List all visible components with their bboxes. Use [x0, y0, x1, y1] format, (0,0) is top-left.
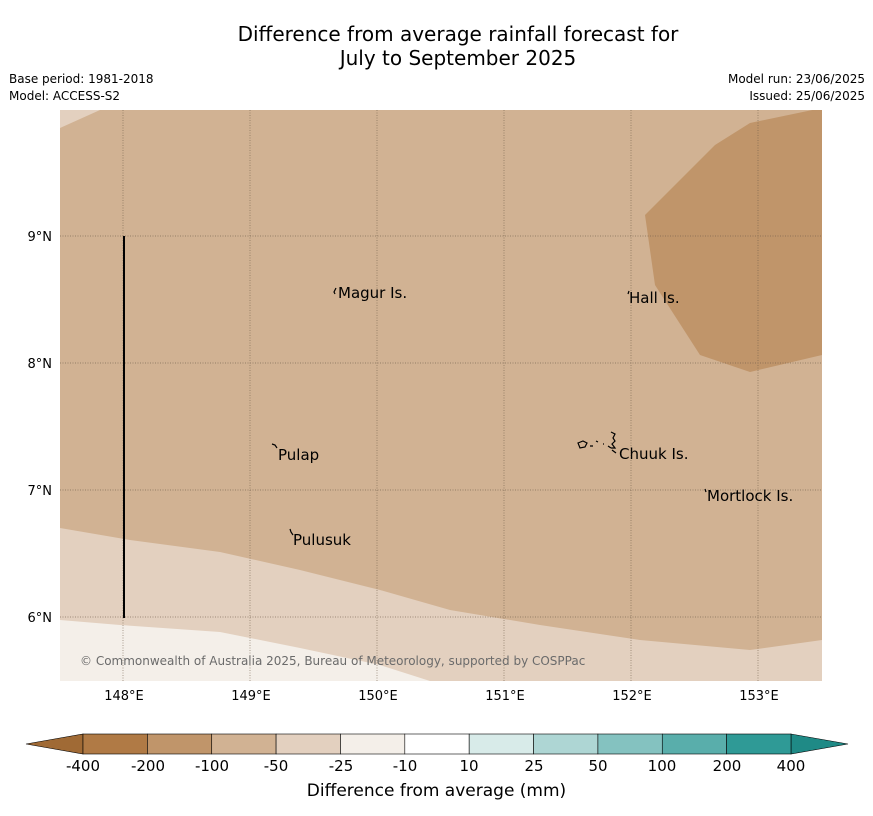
colorbar-segment — [82, 733, 148, 755]
issued-date: Issued: 25/06/2025 — [749, 89, 865, 103]
copyright-notice: © Commonwealth of Australia 2025, Bureau… — [80, 654, 585, 668]
lat-axis-labels: 9°N 8°N 7°N 6°N — [28, 230, 53, 626]
label-hall: Hall Is. — [629, 289, 680, 307]
model-name: Model: ACCESS-S2 — [9, 89, 121, 103]
pulap-island-shape — [271, 443, 278, 449]
base-period: Base period: 1981-2018 — [9, 72, 154, 86]
colorbar-label: Difference from average (mm) — [306, 781, 567, 801]
lon-tick: 152°E — [612, 689, 652, 704]
title-line-2: July to September 2025 — [339, 46, 577, 70]
pulusuk-island-shape — [289, 528, 294, 536]
colorbar-segment — [597, 733, 663, 755]
lon-tick: 148°E — [104, 689, 144, 704]
meta-left: Base period: 1981-2018 Model: ACCESS-S2 — [9, 71, 154, 105]
lon-tick: 150°E — [358, 689, 398, 704]
colorbar-segment — [533, 733, 599, 755]
label-magur: Magur Is. — [338, 284, 407, 302]
lon-tick: 151°E — [485, 689, 525, 704]
colorbar-tick: 100 — [648, 757, 677, 775]
colorbar-segment — [468, 733, 534, 755]
colorbar-tick: 200 — [713, 757, 742, 775]
lat-tick: 6°N — [28, 611, 53, 626]
colorbar-tick: -50 — [264, 757, 289, 775]
colorbar-tick: -25 — [329, 757, 354, 775]
band-minus-25 — [60, 620, 430, 681]
label-chuuk: Chuuk Is. — [619, 445, 688, 463]
lat-tick: 9°N — [28, 230, 53, 245]
colorbar: -400 -200 -100 -50 -25 -10 10 25 50 100 … — [25, 733, 849, 775]
lon-axis-labels: 148°E 149°E 150°E 151°E 152°E 153°E — [104, 689, 779, 704]
lat-tick: 7°N — [28, 484, 53, 499]
label-mortlock: Mortlock Is. — [707, 487, 793, 505]
colorbar-tick: 25 — [524, 757, 543, 775]
lon-tick: 153°E — [739, 689, 779, 704]
island-shapes — [271, 287, 707, 536]
colorbar-tick: -10 — [393, 757, 418, 775]
colorbar-segment — [340, 733, 406, 755]
colorbar-segments — [82, 733, 792, 755]
colorbar-tick: 10 — [459, 757, 478, 775]
label-pulap: Pulap — [278, 446, 319, 464]
colorbar-segment — [275, 733, 341, 755]
colorbar-tick: 50 — [588, 757, 607, 775]
place-labels: Magur Is. Hall Is. Pulap Chuuk Is. Mortl… — [278, 284, 793, 549]
colorbar-segment — [726, 733, 792, 755]
rainfall-bands — [60, 110, 822, 681]
colorbar-under-arrow — [25, 733, 84, 755]
band-minus-200 — [645, 110, 822, 372]
colorbar-tick: -400 — [66, 757, 100, 775]
band-minus-50-corner — [60, 110, 100, 128]
colorbar-tick: -100 — [195, 757, 229, 775]
colorbar-segment — [661, 733, 727, 755]
colorbar-segment — [147, 733, 213, 755]
title-line-1: Difference from average rainfall forecas… — [237, 22, 679, 46]
label-pulusuk: Pulusuk — [293, 531, 351, 549]
lat-tick: 8°N — [28, 357, 53, 372]
meta-right: Model run: 23/06/2025 Issued: 25/06/2025 — [728, 71, 865, 105]
colorbar-segment — [211, 733, 277, 755]
lon-tick: 149°E — [231, 689, 271, 704]
colorbar-ticks: -400 -200 -100 -50 -25 -10 10 25 50 100 … — [66, 757, 805, 775]
map-title: Difference from average rainfall forecas… — [0, 22, 873, 70]
colorbar-tick: 400 — [777, 757, 806, 775]
colorbar-tick: -200 — [131, 757, 165, 775]
model-run: Model run: 23/06/2025 — [727, 72, 865, 86]
colorbar-over-arrow — [790, 733, 849, 755]
colorbar-segment — [404, 733, 470, 755]
magur-island-shape — [333, 287, 337, 295]
